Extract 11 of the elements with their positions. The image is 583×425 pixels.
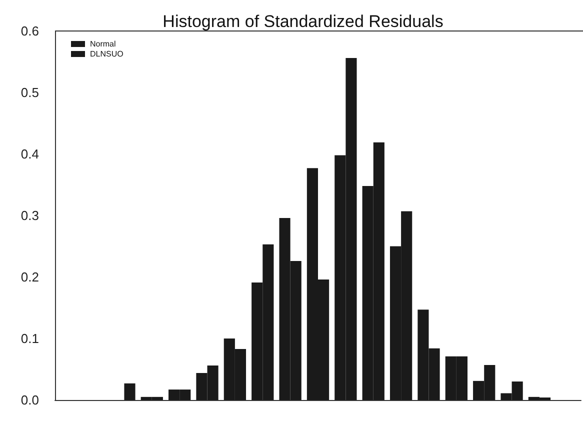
- chart-title: Histogram of Standardized Residuals: [162, 12, 444, 31]
- y-tick-label: 0.2: [20, 270, 39, 284]
- legend-label: Normal: [90, 40, 116, 48]
- y-tick-label: 0.1: [20, 331, 39, 346]
- y-tick-label: 0.5: [20, 85, 39, 100]
- y-tick-label: 0.0: [20, 392, 39, 408]
- bar: [124, 383, 136, 400]
- y-tick-label: 0.6: [20, 24, 39, 38]
- y-tick-label: 0.4: [20, 146, 39, 162]
- legend-label: DLNSUO: [90, 50, 124, 58]
- y-tick-label: 0.3: [20, 208, 39, 223]
